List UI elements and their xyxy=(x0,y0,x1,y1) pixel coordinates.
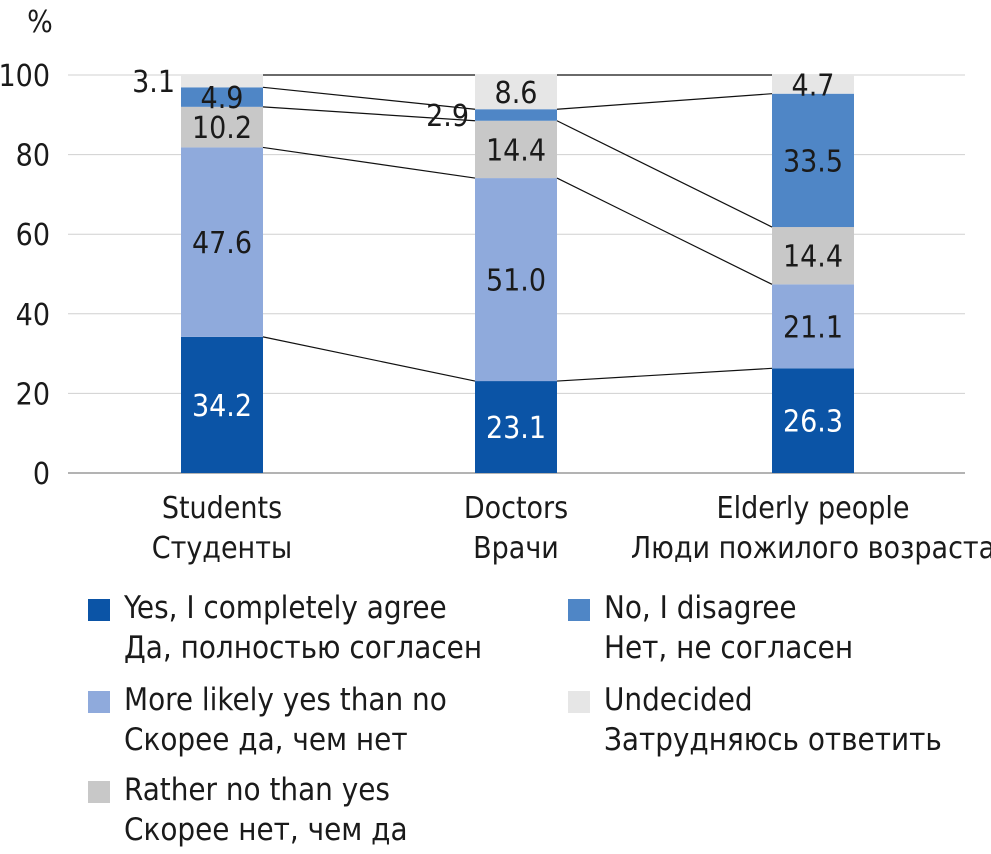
connector-line xyxy=(262,86,476,110)
data-label: 14.4 xyxy=(783,240,843,275)
legend-label: Rather no than yes Скорее нет, чем да xyxy=(124,772,408,848)
stacked-bar-chart: % 0 20 40 60 80 100 34.2 47.6 10.24.9 3.1 23.1 51.… xyxy=(0,5,991,566)
legend-item-completely-agree: Yes, I completely agree Да, полностью со… xyxy=(88,588,482,668)
data-label: 4.9 xyxy=(201,81,244,116)
y-tick-label: 100 xyxy=(0,59,50,94)
legend-swatch xyxy=(88,691,110,713)
data-label: 8.6 xyxy=(495,76,538,111)
bar-segment xyxy=(181,75,263,88)
data-label: 2.9 xyxy=(426,99,469,134)
data-label: 26.3 xyxy=(783,405,843,440)
data-label: 33.5 xyxy=(783,144,843,179)
x-tick-label: Люди пожилого возраста xyxy=(631,531,991,566)
data-label: 47.6 xyxy=(192,226,252,261)
connector-line xyxy=(262,336,476,382)
legend-label: Undecided Затрудняюсь ответить xyxy=(604,682,942,758)
bar-segment xyxy=(181,336,263,473)
y-tick-label: 60 xyxy=(16,218,50,253)
y-tick-label: 80 xyxy=(16,139,50,174)
connector-line xyxy=(262,146,476,179)
bar-segment xyxy=(772,227,854,285)
y-tick-labels: 0 20 40 60 80 100 xyxy=(0,59,50,492)
x-tick-labels: Students Студенты Doctors Врачи Elderly peop… xyxy=(152,491,991,566)
bar-segment xyxy=(772,75,854,94)
legend-item-likely-yes: More likely yes than no Скорее да, чем н… xyxy=(88,680,447,760)
bar-segment xyxy=(475,381,557,473)
bar-segment xyxy=(475,75,557,110)
data-label: 10.2 xyxy=(192,111,252,146)
y-tick-label: 40 xyxy=(16,298,50,333)
data-label: 21.1 xyxy=(783,310,843,345)
bar-segment xyxy=(475,109,557,121)
data-label: 3.1 xyxy=(132,65,175,100)
bar-segment xyxy=(475,178,557,382)
y-axis-label: % xyxy=(27,5,53,40)
legend-label: No, I disagree Нет, не согласен xyxy=(604,590,854,666)
x-tick-label: Students xyxy=(162,491,282,526)
connector-line xyxy=(556,367,773,382)
legend-item-disagree: No, I disagree Нет, не согласен xyxy=(568,588,853,668)
data-labels: 34.2 47.6 10.24.9 3.1 23.1 51.0 14.4 2.9 8.6 26.3… xyxy=(132,65,843,446)
bar-segment xyxy=(181,147,263,337)
legend-swatch xyxy=(88,599,110,621)
y-tick-label: 20 xyxy=(16,377,50,412)
connector-line xyxy=(262,106,476,122)
data-label: 51.0 xyxy=(486,264,546,299)
legend-item-rather-no: Rather no than yes Скорее нет, чем да xyxy=(88,770,408,850)
data-label: 14.4 xyxy=(486,133,546,168)
data-label: 4.7 xyxy=(792,68,835,103)
x-tick-label: Студенты xyxy=(152,531,293,566)
bar-segment xyxy=(181,87,263,107)
legend-swatch xyxy=(88,781,110,803)
connector-lines xyxy=(262,74,773,382)
data-label: 23.1 xyxy=(486,411,546,446)
legend-item-undecided: Undecided Затрудняюсь ответить xyxy=(568,680,942,760)
bar-segment xyxy=(772,368,854,473)
bar-segment xyxy=(475,120,557,179)
connector-line xyxy=(556,177,773,285)
x-tick-label: Doctors xyxy=(464,491,568,526)
bar-segment xyxy=(772,284,854,369)
data-label: 34.2 xyxy=(192,389,252,424)
bar-segment xyxy=(772,93,854,228)
legend-label: More likely yes than no Скорее да, чем н… xyxy=(124,682,447,758)
x-tick-label: Врачи xyxy=(473,531,559,566)
x-tick-label: Elderly people xyxy=(717,491,910,526)
legend-swatch xyxy=(568,691,590,713)
connector-line xyxy=(556,120,773,228)
bars xyxy=(181,75,854,473)
legend-label: Yes, I completely agree Да, полностью со… xyxy=(124,590,483,666)
legend-swatch xyxy=(568,599,590,621)
bar-segment xyxy=(181,106,263,148)
y-tick-label: 0 xyxy=(33,457,50,492)
connector-line xyxy=(556,93,773,110)
